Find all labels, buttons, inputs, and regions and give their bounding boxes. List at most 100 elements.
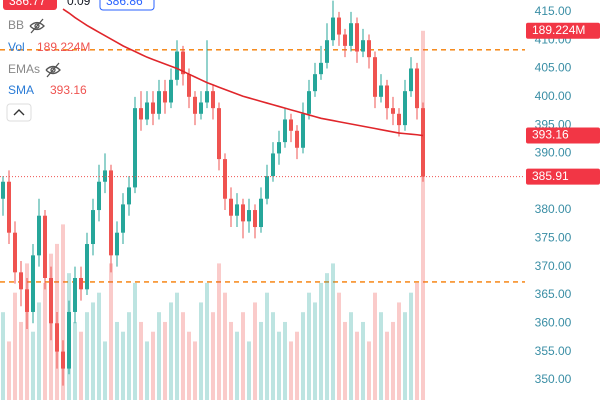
price-tag	[526, 22, 600, 39]
candle-body	[415, 68, 419, 109]
candle-body	[187, 74, 191, 97]
y-tick-label: 370.00	[535, 259, 572, 273]
candle-body	[277, 142, 281, 154]
candle-body	[385, 85, 389, 109]
candle-body	[157, 91, 161, 114]
candle-body	[103, 170, 107, 182]
candle-body	[217, 108, 221, 160]
volume-bar	[355, 331, 359, 400]
candle-body	[367, 40, 371, 58]
candle-body	[85, 244, 89, 290]
volume-bar	[397, 302, 401, 400]
volume-bar	[91, 302, 95, 400]
volume-bar	[331, 263, 335, 400]
volume-bar	[283, 321, 287, 400]
candle-body	[127, 187, 131, 205]
legend-value: 393.16	[50, 83, 87, 97]
volume-bar	[265, 292, 269, 400]
candle-body	[109, 170, 113, 256]
quote-bid: 386.77	[9, 0, 46, 8]
volume-bar	[403, 312, 407, 400]
volume-bar	[295, 331, 299, 400]
legend-label[interactable]: EMAs	[8, 62, 40, 76]
y-tick-label: 360.00	[535, 315, 572, 329]
price-tag	[526, 127, 600, 144]
candle-body	[241, 204, 245, 222]
volume-bar	[241, 312, 245, 400]
volume-bar	[277, 331, 281, 400]
volume-bar	[127, 312, 131, 400]
volume-bar	[325, 273, 329, 400]
volume-bar	[73, 321, 77, 400]
volume-bar	[115, 321, 119, 400]
volume-bar	[259, 321, 263, 400]
volume-bar	[313, 302, 317, 400]
candle-body	[163, 91, 167, 103]
price-tag	[526, 168, 600, 185]
y-tick-label: 350.00	[535, 372, 572, 386]
legend-label[interactable]: SMA	[8, 83, 34, 97]
y-tick-label: 400.00	[535, 89, 572, 103]
candle-body	[199, 102, 203, 114]
y-axis: 415.00410.00405.00400.00395.00390.00380.…	[535, 4, 572, 386]
volume-bar	[271, 312, 275, 400]
volume-bar	[379, 312, 383, 400]
volume-bar	[133, 282, 137, 400]
volume-bar	[61, 224, 65, 400]
candle-body	[271, 153, 275, 177]
candle-body	[169, 79, 173, 103]
sma-line	[62, 8, 424, 137]
candle-body	[121, 204, 125, 233]
candle-body	[337, 17, 341, 35]
candle-body	[361, 40, 365, 52]
candle-body	[235, 204, 239, 216]
volume-bar	[169, 302, 173, 400]
y-tick-label: 355.00	[535, 344, 572, 358]
candle-body	[259, 198, 263, 228]
volume-bar	[43, 282, 47, 400]
volume-bar	[211, 312, 215, 400]
volume-bar	[97, 292, 101, 400]
candle-body	[295, 130, 299, 148]
candle-body	[37, 215, 41, 256]
candle-body	[211, 91, 215, 109]
eye-off-icon[interactable]	[29, 18, 45, 34]
volume-bar	[121, 331, 125, 400]
candle-body	[391, 108, 395, 114]
candle-body	[55, 323, 59, 352]
candle-body	[139, 108, 143, 120]
candle-body	[421, 108, 425, 177]
candle-body	[319, 62, 323, 75]
volume-bar	[145, 341, 149, 400]
volume-bar	[217, 263, 221, 400]
candle-body	[49, 277, 53, 324]
volume-bar	[367, 341, 371, 400]
quote-box	[3, 0, 57, 10]
volume-bar	[289, 341, 293, 400]
volume-bar	[361, 321, 365, 400]
legend-label[interactable]: Vol	[8, 40, 25, 54]
quote-ask: 386.86	[106, 0, 143, 8]
volume-bar	[373, 292, 377, 400]
candle-body	[145, 102, 149, 120]
eye-off-icon[interactable]	[45, 62, 61, 78]
candle-body	[289, 119, 293, 131]
volume-bar	[319, 282, 323, 400]
volume-bar	[31, 331, 35, 400]
legend-label[interactable]: BB	[8, 18, 24, 32]
price-tag-label: 385.91	[532, 169, 569, 183]
candle-body	[91, 210, 95, 245]
volume-bar	[157, 312, 161, 400]
candle-body	[115, 232, 119, 256]
candle-body	[97, 181, 101, 211]
candle-body	[343, 34, 347, 46]
candle-body	[73, 277, 77, 312]
volume-bar	[175, 292, 179, 400]
volume-bar	[1, 312, 5, 400]
candle-body	[283, 119, 287, 143]
price-tag-label: 393.16	[532, 128, 569, 142]
collapse-button[interactable]	[6, 103, 32, 122]
volume-bar	[229, 321, 233, 400]
